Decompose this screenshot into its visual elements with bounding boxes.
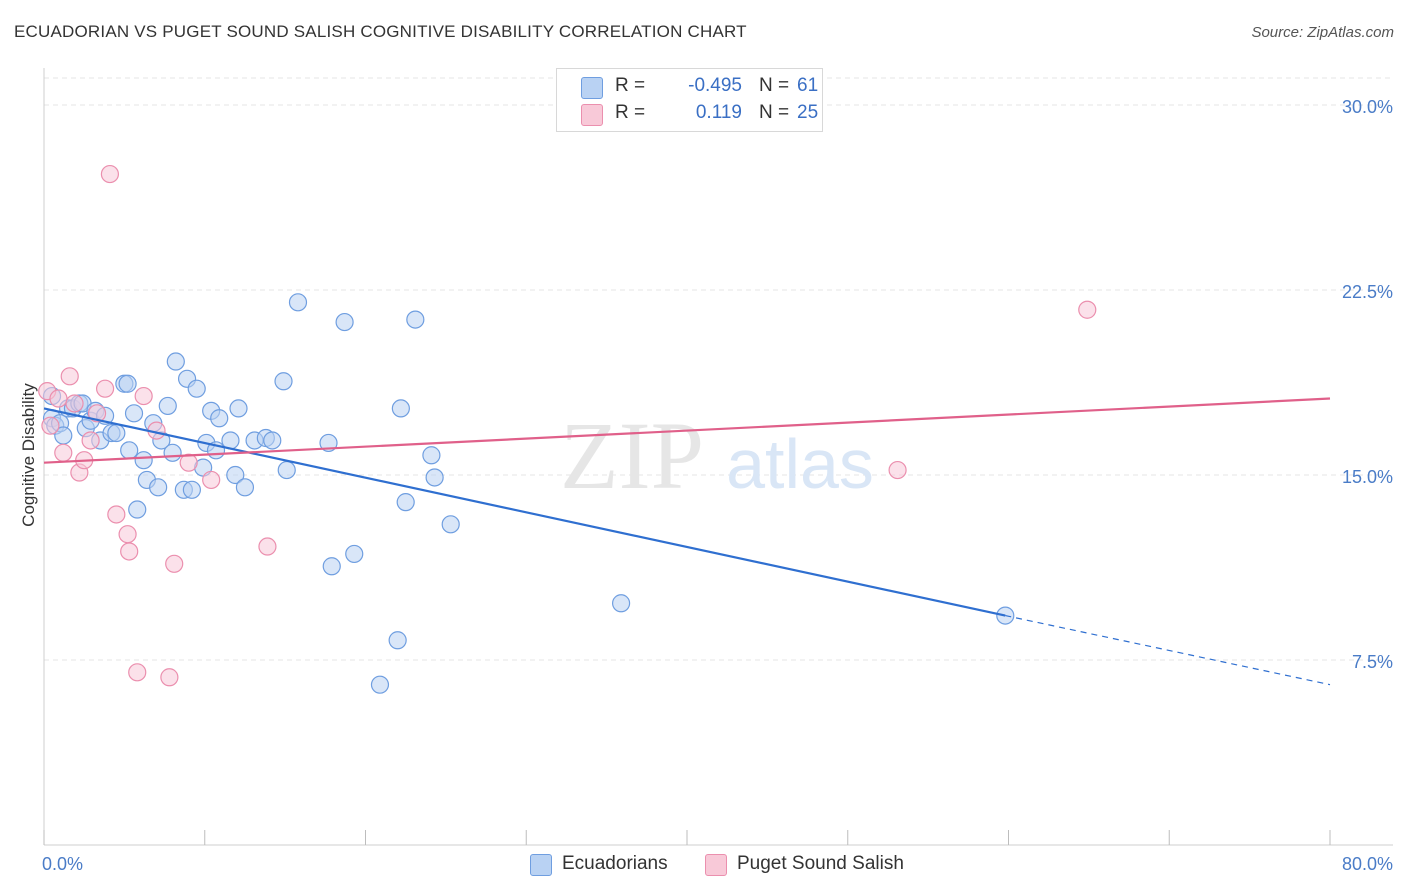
bottom-legend-label: Ecuadorians bbox=[562, 853, 668, 874]
puget-sound-salish-point bbox=[95, 379, 115, 398]
puget-sound-salish-point bbox=[54, 443, 73, 462]
axis-layer: 7.5% 15.0% 22.5% 30.0% 0.0% 80.0% bbox=[42, 68, 1393, 874]
y-tick-label: 7.5% bbox=[1352, 652, 1393, 672]
legend-n-value: 61 bbox=[797, 75, 819, 96]
legend-r-value: -0.495 bbox=[688, 75, 742, 96]
puget-sound-salish-point bbox=[81, 431, 100, 450]
legend-n-label: N = bbox=[759, 75, 790, 96]
ecuadorian-trend-extension bbox=[1005, 615, 1331, 686]
puget-sound-salish-point bbox=[258, 537, 277, 556]
ecuadorian-point bbox=[118, 374, 137, 393]
x-tick-label: 80.0% bbox=[1342, 854, 1393, 874]
watermark-atlas: atlas bbox=[726, 425, 874, 503]
puget-sound-salish-point bbox=[60, 367, 79, 386]
puget-sound-salish-point bbox=[134, 386, 153, 406]
puget-sound-salish-point bbox=[118, 525, 137, 544]
ecuadorian-point bbox=[322, 557, 341, 576]
ecuadorian-point bbox=[128, 500, 147, 519]
ecuadorian-trend-line bbox=[43, 407, 1006, 617]
puget-sound-salish-point bbox=[165, 554, 184, 573]
puget-sound-salish-point bbox=[49, 389, 68, 408]
legend-r-label: R = bbox=[615, 75, 646, 96]
ecuadorian-point bbox=[263, 431, 282, 450]
ecuadorian-point bbox=[163, 443, 182, 462]
puget-sound-salish-point bbox=[107, 505, 126, 524]
ecuadorian-point bbox=[345, 544, 364, 564]
grid-layer bbox=[44, 77, 1393, 661]
ecuadorian-point bbox=[166, 352, 185, 371]
ecuadorian-point bbox=[124, 404, 144, 423]
legend-n-value: 25 bbox=[797, 102, 819, 123]
ecuadorian-point bbox=[335, 312, 354, 332]
chart-title: ECUADORIAN VS PUGET SOUND SALISH COGNITI… bbox=[14, 22, 747, 41]
trend-layer bbox=[43, 397, 1331, 686]
ecuadorian-point bbox=[187, 379, 206, 398]
source-credit: Source: ZipAtlas.com bbox=[1251, 24, 1394, 41]
ecuadorian-point bbox=[235, 478, 255, 497]
y-tick-label: 22.5% bbox=[1342, 282, 1393, 302]
puget-sound-salish-point bbox=[100, 164, 120, 184]
ecuadorian-point bbox=[277, 460, 296, 480]
watermark: ZIP atlas bbox=[560, 402, 874, 509]
watermark-zip: ZIP bbox=[560, 402, 704, 509]
ecuadorian-point bbox=[425, 468, 444, 487]
ecuadorian-point bbox=[611, 594, 631, 613]
puget-sound-salish-point bbox=[128, 663, 147, 682]
ecuadorian-point bbox=[182, 480, 201, 499]
x-tick-label: 0.0% bbox=[42, 854, 83, 874]
legend-r-label: R = bbox=[615, 102, 646, 123]
ecuadorian-point bbox=[149, 478, 168, 497]
legend-r-value: 0.119 bbox=[695, 102, 742, 123]
puget-sound-salish-point bbox=[1078, 300, 1097, 319]
puget-sound-salish-trend-line bbox=[43, 397, 1331, 464]
ecuadorian-point bbox=[391, 399, 410, 418]
ecuadorian-point bbox=[441, 515, 460, 534]
ecuadorian-point bbox=[134, 451, 153, 470]
puget-sound-salish-point bbox=[160, 668, 179, 687]
ecuadorian-point bbox=[370, 675, 390, 694]
legend-swatch-blue bbox=[581, 77, 603, 99]
puget-sound-salish-point bbox=[888, 460, 907, 480]
puget-sound-salish-point bbox=[179, 453, 198, 472]
ecuadorian-point bbox=[422, 446, 441, 465]
ecuadorian-point bbox=[396, 493, 415, 512]
legend-swatch-pink bbox=[581, 104, 603, 126]
legend-n-label: N = bbox=[759, 102, 790, 123]
y-axis-label: Cognitive Disability bbox=[19, 383, 38, 527]
ecuadorian-point bbox=[274, 372, 293, 391]
puget-sound-salish-point bbox=[202, 470, 221, 490]
ecuadorian-point bbox=[210, 409, 229, 428]
bottom-legend-swatch-blue bbox=[530, 854, 552, 876]
y-tick-label: 15.0% bbox=[1342, 467, 1393, 487]
ecuadorian-point bbox=[288, 293, 308, 312]
ecuadorian-point bbox=[120, 441, 139, 460]
ecuadorian-point bbox=[229, 399, 248, 418]
puget-sound-salish-point bbox=[120, 542, 139, 561]
ecuadorian-point bbox=[406, 310, 425, 329]
ecuadorian-point bbox=[107, 423, 126, 443]
bottom-legend-swatch-pink bbox=[705, 854, 727, 876]
bottom-legend-label: Puget Sound Salish bbox=[737, 853, 904, 874]
puget-sound-salish-point bbox=[65, 394, 84, 413]
ecuadorian-point bbox=[226, 465, 245, 485]
ecuadorian-point bbox=[388, 631, 407, 650]
correlation-legend: R = -0.495 N = 61 R = 0.119 N = 25 bbox=[556, 68, 823, 132]
y-tick-label: 30.0% bbox=[1342, 97, 1393, 117]
ecuadorian-point bbox=[158, 396, 177, 416]
puget-sound-salish-point bbox=[87, 404, 107, 423]
puget-sound-salish-point bbox=[41, 416, 60, 435]
